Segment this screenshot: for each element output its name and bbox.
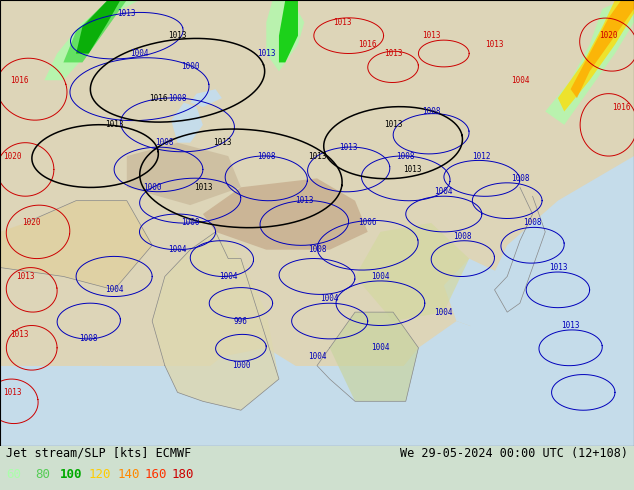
Polygon shape	[152, 232, 279, 410]
Text: 1000: 1000	[181, 219, 200, 227]
Text: 1004: 1004	[168, 245, 187, 254]
Polygon shape	[279, 0, 298, 62]
Polygon shape	[0, 201, 152, 290]
Text: 996: 996	[234, 317, 248, 325]
Text: 1013: 1013	[212, 138, 231, 147]
Text: 1004: 1004	[320, 294, 339, 303]
Text: 1004: 1004	[371, 343, 390, 352]
Text: 1004: 1004	[105, 285, 124, 294]
Text: 1008: 1008	[396, 151, 415, 161]
Text: 1013: 1013	[3, 388, 22, 397]
Text: 1008: 1008	[422, 107, 441, 116]
Text: 1004: 1004	[307, 352, 327, 361]
Polygon shape	[0, 366, 139, 446]
Polygon shape	[127, 143, 241, 205]
Text: 180: 180	[171, 468, 193, 481]
Text: 1013: 1013	[307, 151, 327, 161]
Text: 1004: 1004	[510, 76, 529, 85]
Text: 1008: 1008	[307, 245, 327, 254]
Polygon shape	[571, 0, 634, 98]
Text: We 29-05-2024 00:00 UTC (12+108): We 29-05-2024 00:00 UTC (12+108)	[399, 446, 628, 460]
Polygon shape	[393, 321, 495, 401]
Text: 1013: 1013	[257, 49, 276, 58]
Text: 1008: 1008	[510, 174, 529, 183]
Text: 1012: 1012	[472, 151, 491, 161]
Text: 1020: 1020	[22, 219, 41, 227]
Polygon shape	[0, 366, 634, 446]
Text: 1013: 1013	[105, 121, 124, 129]
Polygon shape	[190, 89, 222, 107]
Text: Jet stream/SLP [kts] ECMWF: Jet stream/SLP [kts] ECMWF	[6, 446, 191, 460]
Text: 1004: 1004	[371, 272, 390, 281]
Polygon shape	[171, 102, 203, 143]
Text: 1013: 1013	[403, 165, 422, 174]
Polygon shape	[545, 0, 634, 125]
Text: 1013: 1013	[422, 31, 441, 40]
Text: 1013: 1013	[295, 196, 314, 205]
Text: 1016: 1016	[149, 94, 168, 102]
Polygon shape	[266, 0, 304, 72]
Text: 1013: 1013	[168, 31, 187, 40]
Text: 160: 160	[145, 468, 167, 481]
Text: 1013: 1013	[339, 143, 358, 151]
Text: 1004: 1004	[130, 49, 149, 58]
Text: 140: 140	[117, 468, 139, 481]
Polygon shape	[63, 0, 127, 62]
Text: 1013: 1013	[193, 183, 212, 192]
Text: 1008: 1008	[168, 94, 187, 102]
Polygon shape	[76, 0, 120, 53]
Polygon shape	[558, 0, 634, 112]
Text: 1020: 1020	[3, 151, 22, 161]
Text: 1000: 1000	[143, 183, 162, 192]
Polygon shape	[203, 178, 368, 250]
Text: 1013: 1013	[117, 9, 136, 18]
Text: 1004: 1004	[219, 272, 238, 281]
Text: 1016: 1016	[358, 40, 377, 49]
Text: 1013: 1013	[384, 121, 403, 129]
Text: 60: 60	[6, 468, 22, 481]
Polygon shape	[178, 348, 317, 446]
Text: 1008: 1008	[79, 334, 98, 343]
Text: 1008: 1008	[155, 138, 174, 147]
Polygon shape	[44, 0, 139, 80]
Text: 1008: 1008	[523, 219, 542, 227]
Text: 100: 100	[60, 468, 82, 481]
Text: 1020: 1020	[599, 31, 618, 40]
Text: 1006: 1006	[358, 219, 377, 227]
Polygon shape	[456, 156, 634, 446]
Text: 80: 80	[35, 468, 50, 481]
Text: 1013: 1013	[485, 40, 504, 49]
Text: 1013: 1013	[333, 18, 352, 27]
Text: 1016: 1016	[10, 76, 29, 85]
Text: 1016: 1016	[612, 102, 631, 112]
Text: 120: 120	[89, 468, 111, 481]
Polygon shape	[330, 312, 418, 401]
Text: 1000: 1000	[231, 361, 250, 370]
Text: 1008: 1008	[257, 151, 276, 161]
Polygon shape	[355, 223, 469, 321]
Text: 1004: 1004	[434, 308, 453, 317]
Text: 1013: 1013	[384, 49, 403, 58]
Text: 1013: 1013	[548, 263, 567, 272]
Polygon shape	[444, 259, 520, 334]
Text: 1013: 1013	[16, 272, 35, 281]
Text: 1008: 1008	[453, 232, 472, 241]
Text: 1013: 1013	[561, 321, 580, 330]
Text: 1000: 1000	[181, 62, 200, 72]
Text: 1004: 1004	[434, 187, 453, 196]
Text: 1013: 1013	[10, 330, 29, 339]
